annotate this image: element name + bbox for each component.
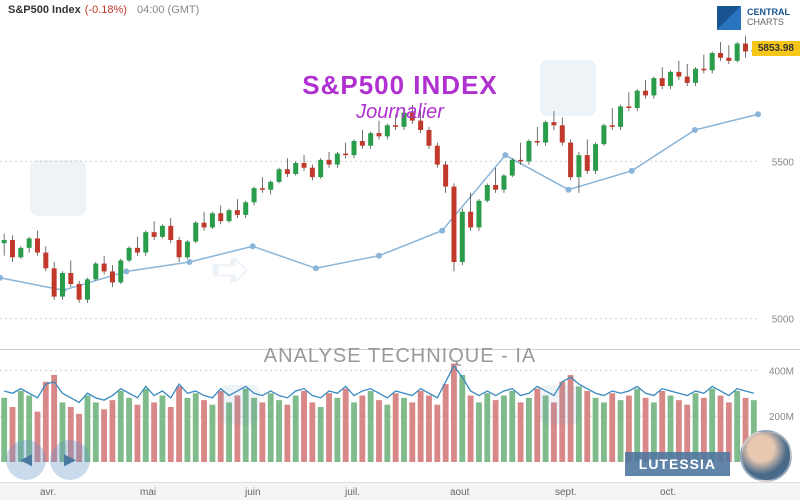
volume-chart[interactable]: 200M 400M (0, 352, 800, 462)
last-price-badge: 5853.98 (752, 41, 800, 56)
svg-text:200M: 200M (769, 412, 794, 423)
centralcharts-logo[interactable]: CENTRAL CHARTS (717, 6, 790, 30)
logo-text: CENTRAL CHARTS (747, 8, 790, 28)
svg-text:5000: 5000 (772, 315, 795, 326)
nav-buttons: ◄ ► (6, 440, 90, 480)
svg-text:400M: 400M (769, 366, 794, 377)
pct-change: (-0.18%) (85, 4, 127, 16)
timestamp: 04:00 (GMT) (137, 4, 199, 16)
logo-icon (717, 6, 741, 30)
nav-prev-button[interactable]: ◄ (6, 440, 46, 480)
nav-next-button[interactable]: ► (50, 440, 90, 480)
svg-text:5500: 5500 (772, 157, 795, 168)
avatar-icon[interactable] (740, 430, 792, 482)
symbol-name: S&P500 Index (8, 4, 81, 16)
lutessia-badge[interactable]: LUTESSIA (625, 452, 730, 476)
price-chart[interactable]: 5000 5500 5853.98 (0, 20, 800, 350)
x-axis: avr.maijuinjuil.aoutsept.oct. (0, 482, 800, 500)
